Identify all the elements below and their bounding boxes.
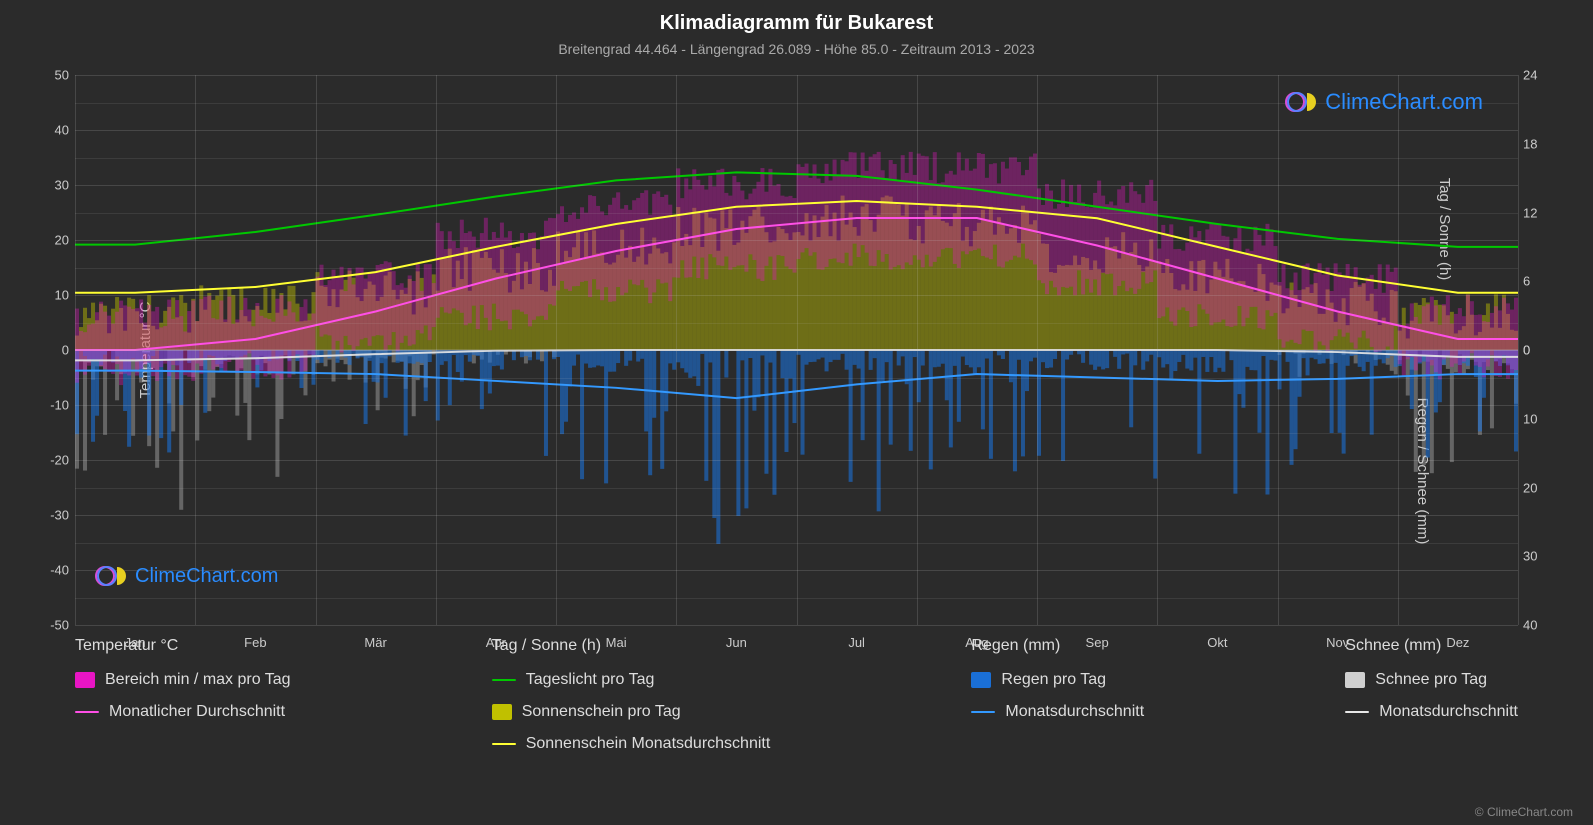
- legend-label: Sonnenschein Monatsdurchschnitt: [526, 735, 771, 753]
- legend-swatch: [492, 743, 516, 745]
- y-right-top-tick: 24: [1523, 68, 1553, 83]
- legend-header: Regen (mm): [971, 637, 1144, 655]
- y-right-bottom-tick: 10: [1523, 411, 1553, 426]
- chart-subtitle: Breitengrad 44.464 - Längengrad 26.089 -…: [0, 35, 1593, 57]
- legend-column: Regen (mm) Regen pro Tag Monatsdurchschnit…: [971, 637, 1144, 807]
- legend-item: Sonnenschein Monatsdurchschnitt: [492, 735, 771, 753]
- legend-label: Regen pro Tag: [1001, 671, 1106, 689]
- legend-item: Bereich min / max pro Tag: [75, 671, 291, 689]
- legend-column: Tag / Sonne (h) Tageslicht pro Tag Sonnens…: [492, 637, 771, 807]
- legend-swatch: [971, 711, 995, 713]
- brand-logo-icon: [1285, 88, 1319, 116]
- brand-text: ClimeChart.com: [1325, 89, 1483, 115]
- brand-text: ClimeChart.com: [135, 565, 278, 588]
- legend: Temperatur °C Bereich min / max pro Tag Mo…: [75, 637, 1518, 807]
- legend-swatch: [492, 679, 516, 681]
- watermark-top-right: ClimeChart.com: [1285, 88, 1483, 116]
- legend-header: Tag / Sonne (h): [492, 637, 771, 655]
- y-left-tick: 50: [37, 68, 69, 83]
- y-left-tick: -50: [37, 618, 69, 633]
- y-right-top-tick: 6: [1523, 274, 1553, 289]
- brand-logo-icon: [95, 562, 129, 590]
- legend-header: Temperatur °C: [75, 637, 291, 655]
- legend-label: Monatsdurchschnitt: [1379, 703, 1518, 721]
- chart-title: Klimadiagramm für Bukarest: [0, 0, 1593, 35]
- y-right-top-tick: 12: [1523, 205, 1553, 220]
- y-left-tick: 10: [37, 288, 69, 303]
- legend-label: Monatlicher Durchschnitt: [109, 703, 285, 721]
- legend-swatch: [75, 711, 99, 713]
- copyright-text: © ClimeChart.com: [1475, 805, 1573, 819]
- y-left-tick: -10: [37, 398, 69, 413]
- legend-item: Monatsdurchschnitt: [1345, 703, 1518, 721]
- legend-label: Bereich min / max pro Tag: [105, 671, 291, 689]
- legend-swatch: [1345, 672, 1365, 688]
- legend-item: Monatsdurchschnitt: [971, 703, 1144, 721]
- legend-swatch: [75, 672, 95, 688]
- legend-column: Schnee (mm) Schnee pro Tag Monatsdurchschn…: [1345, 637, 1518, 807]
- y-left-tick: -40: [37, 563, 69, 578]
- y-left-tick: 0: [37, 343, 69, 358]
- legend-item: Regen pro Tag: [971, 671, 1144, 689]
- legend-label: Monatsdurchschnitt: [1005, 703, 1144, 721]
- y-right-bottom-tick: 30: [1523, 549, 1553, 564]
- y-right-top-tick: 18: [1523, 136, 1553, 151]
- legend-swatch: [1345, 711, 1369, 713]
- legend-swatch: [492, 704, 512, 720]
- legend-swatch: [971, 672, 991, 688]
- y-right-bottom-tick: 40: [1523, 618, 1553, 633]
- y-left-tick: -20: [37, 453, 69, 468]
- legend-label: Schnee pro Tag: [1375, 671, 1487, 689]
- legend-item: Tageslicht pro Tag: [492, 671, 771, 689]
- legend-item: Schnee pro Tag: [1345, 671, 1518, 689]
- y-left-tick: 40: [37, 123, 69, 138]
- legend-item: Sonnenschein pro Tag: [492, 703, 771, 721]
- y-left-tick: -30: [37, 508, 69, 523]
- legend-header: Schnee (mm): [1345, 637, 1518, 655]
- legend-label: Tageslicht pro Tag: [526, 671, 655, 689]
- y-left-tick: 30: [37, 178, 69, 193]
- legend-item: Monatlicher Durchschnitt: [75, 703, 291, 721]
- y-right-bottom-tick: 20: [1523, 480, 1553, 495]
- y-right-bottom-tick: 0: [1523, 343, 1553, 358]
- watermark-bottom-left: ClimeChart.com: [95, 562, 278, 590]
- chart-plot-area: Temperatur °C Tag / Sonne (h) Regen / Sc…: [75, 75, 1518, 625]
- y-left-tick: 20: [37, 233, 69, 248]
- legend-column: Temperatur °C Bereich min / max pro Tag Mo…: [75, 637, 291, 807]
- legend-label: Sonnenschein pro Tag: [522, 703, 681, 721]
